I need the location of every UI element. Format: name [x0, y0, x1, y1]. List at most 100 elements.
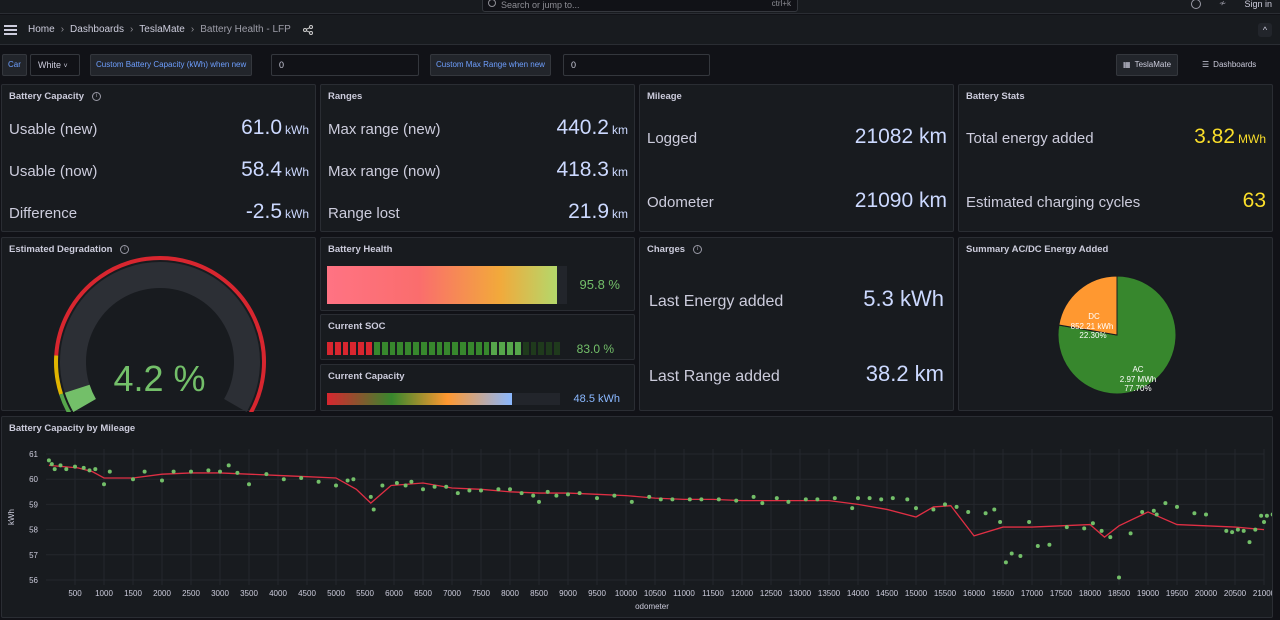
breadcrumb: Home › Dashboards › TeslaMate › Battery Hea… [28, 24, 313, 35]
stat-value: 21090 km [854, 189, 947, 212]
soc-segment [460, 342, 466, 355]
degradation-value: 4.2 % [113, 358, 206, 399]
info-icon[interactable]: i [91, 92, 101, 101]
y-tick-label: 58 [29, 526, 38, 535]
scatter-point [931, 507, 936, 512]
x-tick-label: 2500 [182, 589, 200, 598]
x-tick-label: 12500 [760, 589, 783, 598]
y-tick-label: 56 [29, 576, 38, 585]
stat-number: 58.4 [241, 158, 282, 181]
car-select[interactable]: White ˅ [30, 54, 80, 76]
scatter-point [58, 463, 63, 468]
scatter-point [519, 491, 524, 496]
x-tick-label: 9000 [559, 589, 577, 598]
stat-value: 418.3 km [556, 158, 628, 182]
scatter-point [992, 507, 997, 512]
x-tick-label: 20500 [1224, 589, 1247, 598]
scatter-point [316, 479, 321, 484]
x-tick-label: 18500 [1108, 589, 1131, 598]
stat-value: 58.4 kWh [241, 158, 309, 182]
scatter-point [403, 483, 408, 488]
stat-row: Usable (now) 58.4 kWh [9, 158, 309, 182]
top-bar: Search or jump to... ctrl+k ≁ Sign in [0, 0, 1280, 14]
soc-segment [389, 342, 396, 355]
scatter-point [81, 465, 86, 470]
scatter-point [87, 468, 92, 473]
menu-icon[interactable] [4, 25, 17, 35]
scatter-point [1163, 501, 1168, 506]
help-icon[interactable] [1190, 0, 1201, 9]
crumb-home[interactable]: Home [28, 24, 55, 35]
x-tick-label: 5000 [327, 589, 345, 598]
stat-number: 440.2 [556, 116, 609, 139]
crumb-teslamate[interactable]: TeslaMate [139, 24, 185, 35]
scatter-point [774, 496, 779, 501]
x-tick-label: 12000 [731, 589, 754, 598]
x-tick-label: 7000 [443, 589, 461, 598]
stat-number: -2.5 [245, 200, 282, 223]
scatter-point [867, 496, 872, 501]
pie-label-dc-name: DC [1088, 312, 1100, 321]
scatter-point [345, 478, 350, 483]
variables-bar: Car White ˅ Custom Battery Capacity (kWh… [0, 54, 1280, 78]
gauge-fill [64, 384, 97, 412]
stat-label: Usable (new) [9, 121, 98, 138]
scatter-point [1270, 512, 1272, 517]
y-axis-label: kWh [7, 509, 16, 525]
capacity-scatter-points [46, 458, 1272, 580]
search-input[interactable]: Search or jump to... ctrl+k [482, 0, 798, 12]
scatter-point [832, 496, 837, 501]
scatter-point [1264, 513, 1269, 518]
scatter-point [1117, 575, 1121, 580]
stat-label: Usable (now) [9, 163, 98, 180]
list-icon: ☰ [1202, 60, 1210, 69]
crumb-dashboards[interactable]: Dashboards [70, 24, 124, 35]
x-tick-label: 17000 [1021, 589, 1044, 598]
y-tick-label: 57 [29, 551, 38, 560]
mileage-panel: Mileage Logged 21082 km Odometer 21090 km [639, 84, 954, 232]
x-tick-label: 10000 [615, 589, 638, 598]
scatter-point [954, 504, 959, 509]
stat-label: Last Energy added [649, 293, 784, 310]
soc-segment [530, 342, 537, 355]
range-input[interactable]: 0 [563, 54, 710, 76]
scatter-point [46, 458, 51, 463]
collapse-icon[interactable]: ^ [1258, 23, 1272, 37]
stat-number: 21.9 [568, 200, 609, 223]
rss-icon[interactable]: ≁ [1218, 0, 1227, 8]
scatter-point [160, 478, 164, 483]
info-icon[interactable]: i [120, 245, 130, 254]
soc-segment [358, 342, 365, 355]
x-tick-label: 19000 [1137, 589, 1160, 598]
capacity-series-line [48, 464, 1265, 538]
x-tick-label: 18000 [1079, 589, 1102, 598]
stat-unit: MWh [1238, 132, 1266, 146]
stat-row: Logged 21082 km [647, 125, 947, 149]
chevron-right-icon: › [129, 24, 134, 35]
scatter-point [531, 493, 536, 498]
teslamate-link-button[interactable]: ▦ TeslaMate [1116, 54, 1179, 76]
scatter-point [786, 499, 791, 504]
soc-segment [405, 342, 412, 355]
scatter-point [1253, 527, 1258, 532]
scatter-point [1082, 526, 1087, 531]
panel-title: Current Capacity [328, 371, 405, 382]
scatter-point [687, 497, 692, 502]
capacity-input[interactable]: 0 [271, 54, 419, 76]
soc-segment [334, 342, 341, 355]
stat-row: Last Energy added 5.3 kWh [649, 286, 944, 312]
y-tick-label: 60 [29, 475, 38, 484]
share-icon[interactable] [302, 24, 313, 35]
dashboards-link-label: Dashboards [1213, 60, 1257, 69]
scatter-point [595, 496, 599, 501]
y-tick-label: 59 [29, 500, 38, 509]
soc-segment [373, 342, 380, 355]
scatter-point [380, 483, 385, 488]
sign-in-link[interactable]: Sign in [1244, 0, 1272, 9]
scatter-point [1247, 540, 1252, 545]
x-tick-label: 16000 [963, 589, 986, 598]
scatter-point [647, 494, 652, 499]
info-icon[interactable]: i [693, 245, 703, 254]
chart-grid [46, 449, 1265, 585]
dashboards-link-button[interactable]: ☰ Dashboards [1196, 54, 1262, 76]
